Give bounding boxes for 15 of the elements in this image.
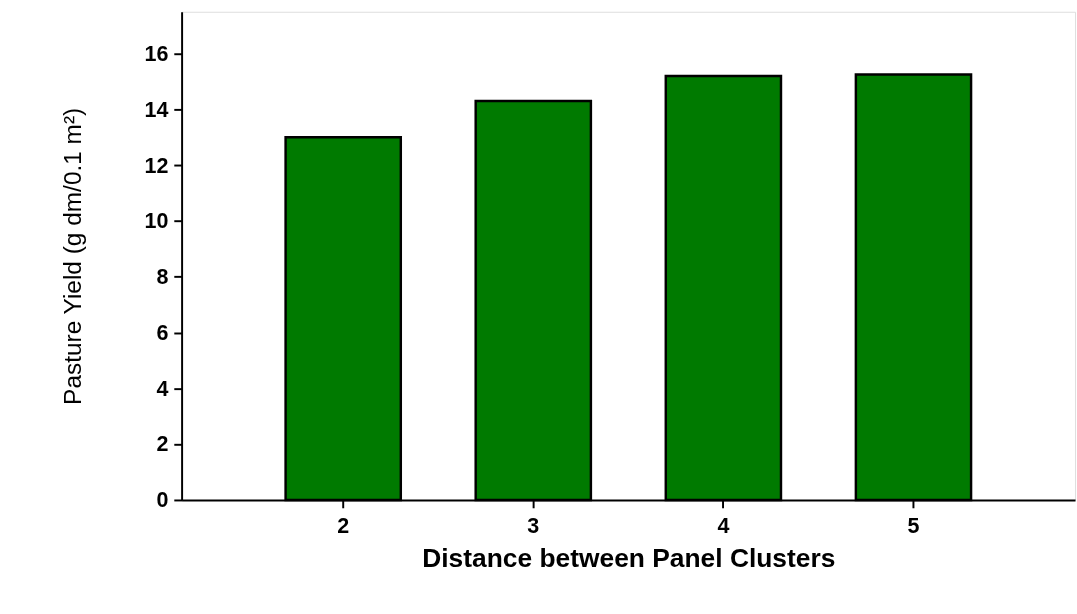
- x-axis-title: Distance between Panel Clusters: [422, 542, 836, 573]
- y-tick-label: 14: [144, 97, 169, 122]
- x-tick-label: 4: [717, 513, 730, 538]
- y-tick-label: 8: [156, 265, 169, 290]
- y-tick-label: 4: [156, 376, 169, 401]
- y-tick-label: 0: [156, 488, 169, 513]
- x-tick-label: 2: [337, 513, 350, 538]
- y-axis-title: Pasture Yield (g dm/0.1 m²): [59, 107, 87, 405]
- y-tick-label: 16: [144, 41, 169, 66]
- y-tick-label: 12: [144, 153, 169, 178]
- x-tick-label: 3: [527, 513, 540, 538]
- y-tick-label: 6: [156, 320, 169, 345]
- y-tick-label: 10: [144, 209, 169, 234]
- y-tick-label: 2: [156, 432, 169, 457]
- x-tick-label: 5: [907, 513, 920, 538]
